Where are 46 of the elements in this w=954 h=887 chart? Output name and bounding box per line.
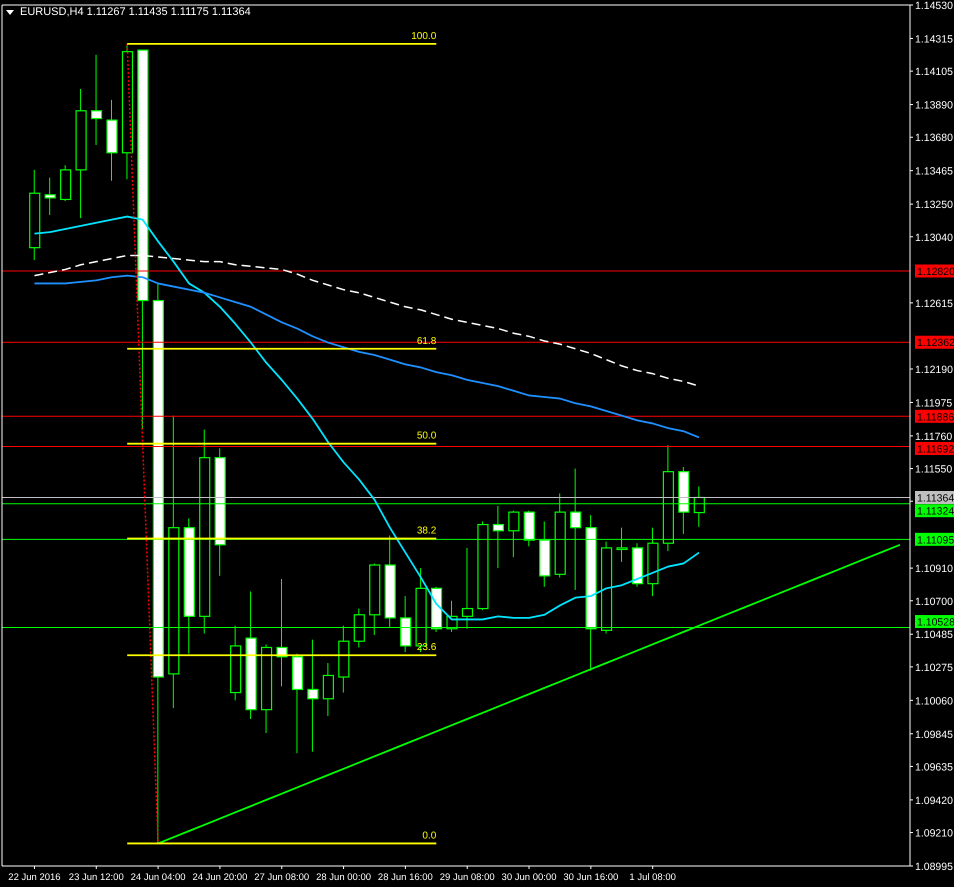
ref-line-label: 1.11364 bbox=[917, 492, 954, 504]
x-tick-label: 29 Jun 08:00 bbox=[440, 872, 495, 883]
y-tick-label: 1.09210 bbox=[915, 828, 954, 840]
line-series bbox=[34, 274, 700, 438]
y-tick-label: 1.10275 bbox=[915, 662, 954, 674]
y-tick-label: 1.10485 bbox=[915, 629, 954, 642]
candlestick bbox=[90, 54, 102, 145]
y-tick-label: 1.12615 bbox=[915, 298, 954, 310]
x-tick-label: 30 Jun 16:00 bbox=[563, 872, 618, 883]
y-tick-label: 1.11760 bbox=[915, 430, 952, 443]
y-tick-label: 1.13680 bbox=[915, 132, 954, 144]
y-tick-label: 1.09845 bbox=[915, 728, 954, 741]
chart-title: EURUSD,H4 1.11267 1.11435 1.11175 1.11364 bbox=[20, 6, 251, 18]
ref-line-label: 1.11095 bbox=[917, 534, 954, 546]
y-tick-label: 1.14530 bbox=[915, 0, 954, 12]
y-tick-label: 1.13890 bbox=[915, 100, 954, 112]
y-tick-label: 1.13465 bbox=[915, 166, 954, 178]
y-tick-label: 1.11550 bbox=[915, 464, 952, 476]
y-tick-label: 1.10060 bbox=[915, 695, 954, 708]
series-label: 0.0 bbox=[422, 830, 437, 842]
x-tick-label: 28 Jun 00:00 bbox=[316, 872, 372, 883]
y-tick-label: 1.13040 bbox=[915, 232, 954, 244]
x-tick-label: 24 Jun 20:00 bbox=[192, 872, 248, 883]
y-tick-label: 1.09420 bbox=[915, 794, 954, 807]
y-tick-label: 1.09635 bbox=[915, 761, 954, 774]
series-label: 38.2 bbox=[416, 526, 437, 537]
x-tick-label: 28 Jun 16:00 bbox=[378, 872, 433, 883]
y-tick-label: 1.08995 bbox=[915, 861, 954, 873]
y-tick-label: 1.14105 bbox=[915, 66, 954, 78]
y-tick-label: 1.14315 bbox=[915, 33, 954, 46]
x-tick-label: 22 Jun 2016 bbox=[8, 872, 61, 883]
ref-line-label: 1.11692 bbox=[917, 443, 954, 456]
ref-line-label: 1.11324 bbox=[917, 506, 954, 518]
x-tick-label: 1 Jul 08:00 bbox=[629, 872, 676, 883]
x-tick-label: 27 Jun 08:00 bbox=[254, 872, 310, 883]
x-tick-label: 23 Jun 12:00 bbox=[68, 872, 124, 883]
x-tick-label: 24 Jun 04:00 bbox=[130, 872, 186, 883]
y-tick-label: 1.10700 bbox=[915, 596, 954, 608]
y-tick-label: 1.13250 bbox=[915, 199, 954, 212]
ref-line-label: 1.11886 bbox=[917, 411, 954, 424]
y-tick-label: 1.11975 bbox=[915, 397, 952, 410]
y-tick-label: 1.10910 bbox=[915, 563, 954, 576]
x-tick-label: 30 Jun 00:00 bbox=[502, 872, 556, 883]
series-label: 50.0 bbox=[416, 430, 437, 442]
y-tick-label: 1.12190 bbox=[915, 364, 954, 376]
series-label: 100.0 bbox=[411, 30, 437, 42]
